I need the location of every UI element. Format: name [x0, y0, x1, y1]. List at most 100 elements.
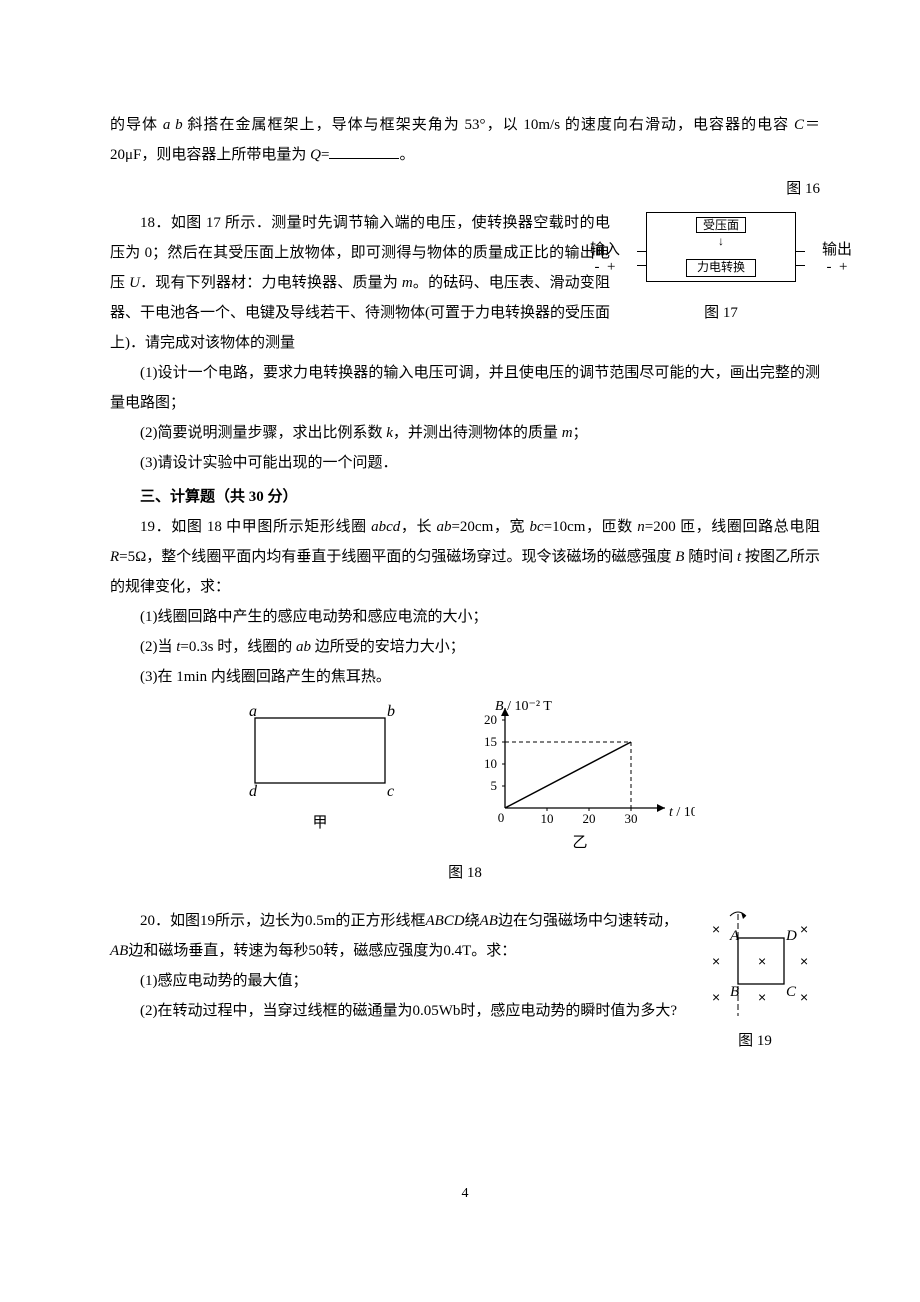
var-c: C: [794, 117, 804, 133]
text: =10cm，匝数: [544, 519, 638, 535]
text: ，并测出待测物体的质量: [393, 425, 562, 441]
svg-text:C: C: [786, 984, 797, 1000]
var-ab: ab: [296, 639, 311, 655]
svg-text:D: D: [785, 928, 797, 944]
var-m: m: [402, 275, 413, 291]
p19-q3: (3)在 1min 内线圈回路产生的焦耳热。: [110, 662, 820, 692]
svg-text:A: A: [729, 928, 740, 944]
svg-text:×: ×: [712, 989, 720, 1005]
svg-text:30: 30: [625, 811, 638, 826]
blank-fill: [329, 144, 399, 159]
text: 输入: [590, 242, 620, 258]
svg-text:5: 5: [491, 778, 498, 793]
svg-text:×: ×: [758, 953, 766, 969]
p19-q2: (2)当 t=0.3s 时，线圈的 ab 边所受的安培力大小；: [110, 632, 820, 662]
page-container: 的导体 a b 斜搭在金属框架上，导体与框架夹角为 53°，以 10m/s 的速…: [0, 0, 920, 1302]
svg-text:0: 0: [498, 810, 505, 825]
text: (2)在转动过程中，当穿过线框的磁通量为0.05Wb时，感应电动势的瞬时值为多大…: [110, 996, 677, 1026]
fig17-box: 受压面 ↓ 力电转换: [646, 212, 796, 282]
fig17-output-label: 输出- +: [822, 242, 852, 275]
fig18-sub-left: 甲: [235, 808, 405, 838]
svg-text:×: ×: [712, 953, 720, 969]
svg-text:×: ×: [800, 921, 808, 937]
fig17-container: 受压面 ↓ 力电转换 输入- + 输出- + 图 17: [622, 212, 820, 328]
text: ；: [573, 425, 588, 441]
svg-text:20: 20: [583, 811, 596, 826]
text: 。: [399, 147, 414, 163]
svg-text:20: 20: [484, 712, 497, 727]
section-3-heading: 三、计算题（共 30 分）: [110, 482, 820, 512]
fig17-press-plate: 受压面: [696, 217, 746, 233]
text: 随时间: [684, 549, 737, 565]
var-r: R: [110, 549, 119, 565]
svg-text:B: B: [730, 984, 739, 1000]
fig19-svg: A D B C × × × × × × × ×: [690, 906, 820, 1026]
var-ab: a b: [163, 117, 183, 133]
y-axis-label: B / 10⁻² T: [495, 699, 552, 714]
text: (2)简要说明测量步骤，求出比例系数: [140, 425, 386, 441]
sub: 。: [413, 275, 428, 291]
text: =20cm，宽: [451, 519, 529, 535]
text: 边所受的安培力大小；: [311, 639, 465, 655]
fig18-sub-right: 乙: [465, 828, 695, 858]
fig18-rect-svg: a b c d: [235, 698, 405, 808]
var-bc: bc: [529, 519, 543, 535]
svg-text:×: ×: [800, 989, 808, 1005]
p18-q3: (3)请设计实验中可能出现的一个问题．: [110, 448, 820, 478]
var-k: k: [386, 425, 393, 441]
p19-q1: (1)线圈回路中产生的感应电动势和感应电流的大小；: [110, 602, 820, 632]
label-c: c: [387, 783, 394, 800]
fig16-caption: 图 16: [110, 174, 820, 204]
text: =0.3s 时，线圈的: [180, 639, 296, 655]
text: 边在匀强磁场中匀速转动，: [498, 913, 678, 929]
lead-wire: [637, 251, 647, 252]
lead-wire: [795, 251, 805, 252]
fig18-left: a b c d 甲: [235, 698, 405, 858]
text: ．现有下列器材：力电转换器、质量为: [140, 275, 402, 291]
fig18-caption: 图 18: [110, 858, 820, 888]
var-abcd: abcd: [371, 519, 400, 535]
text: 边和磁场垂直，转速为每秒50转，磁感应强度为0.4T。求：: [128, 943, 516, 959]
lead-wire: [637, 265, 647, 266]
fig19-container: A D B C × × × × × × × × 图 19: [690, 906, 820, 1056]
down-arrow-icon: ↓: [718, 235, 724, 247]
var-m: m: [562, 425, 573, 441]
var-n: n: [637, 519, 645, 535]
fig19-caption: 图 19: [690, 1026, 820, 1056]
var-ab: AB: [110, 943, 128, 959]
svg-text:10: 10: [541, 811, 554, 826]
x-axis-label: t / 10⁻² s: [669, 805, 695, 820]
svg-text:10: 10: [484, 756, 497, 771]
p17-partial: 的导体 a b 斜搭在金属框架上，导体与框架夹角为 53°，以 10m/s 的速…: [110, 110, 820, 170]
p19-body: 19．如图 18 中甲图所示矩形线圈 abcd，长 ab=20cm，宽 bc=1…: [110, 512, 820, 602]
fig18-row: a b c d 甲 5 10 15 20: [110, 698, 820, 858]
var-u: U: [129, 275, 140, 291]
svg-text:15: 15: [484, 734, 497, 749]
text: 输出: [822, 242, 852, 258]
svg-text:×: ×: [800, 953, 808, 969]
lead-wire: [795, 265, 805, 266]
var-q: Q: [310, 147, 321, 163]
fig18-chart-svg: 5 10 15 20 10 20 30 0: [465, 698, 695, 828]
var-ab: ab: [436, 519, 451, 535]
svg-text:×: ×: [758, 989, 766, 1005]
text: ，长: [400, 519, 436, 535]
p18-q1: (1)设计一个电路，要求力电转换器的输入电压可调，并且使电压的调节范围尽可能的大…: [110, 358, 820, 418]
page-number: 4: [110, 1180, 820, 1208]
p18-q2: (2)简要说明测量步骤，求出比例系数 k，并测出待测物体的质量 m；: [110, 418, 820, 448]
fig17-input-label: 输入- +: [590, 242, 620, 275]
var-ab: AB: [480, 913, 498, 929]
svg-text:×: ×: [712, 921, 720, 937]
text: 19．如图 18 中甲图所示矩形线圈: [140, 519, 371, 535]
label-d: d: [249, 783, 258, 800]
label-b: b: [387, 703, 395, 720]
fig18-right: 5 10 15 20 10 20 30 0: [465, 698, 695, 858]
fig17-caption: 图 17: [622, 298, 820, 328]
text: (2)当: [140, 639, 176, 655]
text: 斜搭在金属框架上，导体与框架夹角为 53°，以 10m/s 的速度向右滑动，电容…: [183, 117, 794, 133]
text: 20．如图19所示，边长为0.5m的正方形线框: [140, 913, 425, 929]
text: 绕: [465, 913, 480, 929]
var-abcd: ABCD: [425, 913, 464, 929]
text: =5Ω，整个线圈平面内均有垂直于线圈平面的匀强磁场穿过。现令该磁场的磁感强度: [119, 549, 675, 565]
label-a: a: [249, 703, 257, 720]
